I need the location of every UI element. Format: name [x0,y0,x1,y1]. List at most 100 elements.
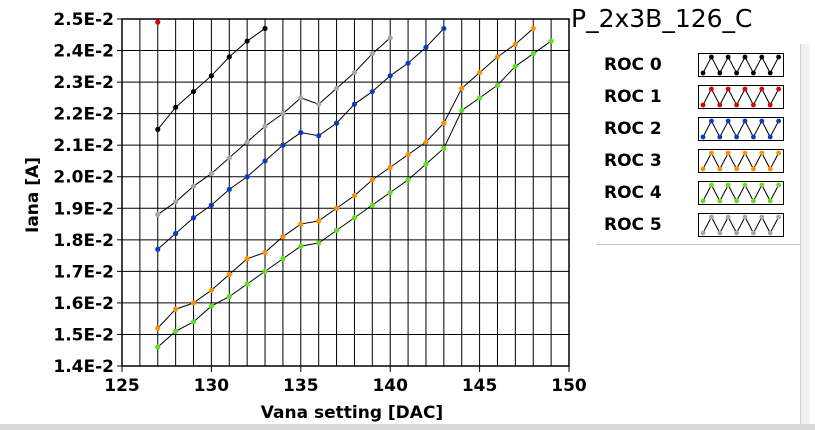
data-point [155,344,161,350]
data-point [173,199,179,205]
legend-marker [759,86,765,92]
x-tick-label: 135 [283,376,319,396]
legend-item: ROC 4 [596,178,808,206]
data-point [280,256,286,262]
data-point [280,234,286,240]
legend-marker [759,118,765,124]
legend-swatch-glyph [700,54,781,76]
legend-marker [734,134,739,140]
legend-swatch-glyph [700,150,781,172]
legend-marker [742,54,748,60]
data-point [369,202,375,208]
legend-marker [734,70,739,76]
data-point [208,287,214,293]
data-point [441,25,447,32]
data-point [441,145,447,151]
data-point [262,268,268,274]
legend-marker [767,230,773,236]
legend-marker [759,182,765,188]
legend-marker [700,102,706,108]
data-point [351,193,358,199]
data-point [190,183,197,189]
legend-marker [742,150,748,156]
data-point [155,325,161,331]
legend-swatch-glyph [700,86,781,108]
y-tick-label: 2.1E-2 [53,136,114,156]
data-point [262,25,268,32]
data-point [494,82,501,88]
legend-marker [709,214,714,220]
data-point [298,221,304,227]
series-line [157,37,391,215]
data-point [387,73,393,79]
legend-marker [717,102,723,108]
legend-marker [717,166,723,172]
data-point [477,70,483,76]
y-tick-label: 1.8E-2 [53,231,114,251]
legend-marker [742,118,748,124]
data-point [494,54,501,60]
y-tick-label: 1.7E-2 [53,262,114,282]
legend-marker [709,150,714,156]
legend-marker [767,166,773,172]
data-point [173,328,179,334]
data-point [298,129,304,136]
data-point [387,189,393,196]
legend-item: ROC 5 [596,210,808,238]
data-point [190,300,197,306]
series-roc-2 [155,25,447,252]
data-point [208,202,214,208]
y-tick-label: 1.4E-2 [53,357,114,377]
legend-marker [709,86,714,92]
y-tick-label: 2.3E-2 [53,73,114,93]
data-point [190,88,197,95]
data-point [405,152,411,158]
data-point [333,205,340,211]
data-point [226,155,232,161]
legend-swatch [698,149,784,173]
legend-label: ROC 1 [604,87,662,107]
legend-marker [709,118,714,124]
series-roc-4 [155,38,554,350]
data-point [244,174,250,180]
data-point [155,211,161,218]
legend-marker [751,102,756,108]
legend-line [702,183,780,203]
data-point [530,25,536,32]
legend-marker [734,102,739,108]
data-point [423,44,429,50]
data-point [441,120,447,126]
data-point [351,215,358,221]
data-point [173,306,179,312]
data-point [244,38,250,44]
data-point [226,294,232,300]
series-roc-1 [155,19,161,25]
legend-label: ROC 2 [604,119,662,139]
data-point [298,243,304,249]
legend-marker [751,70,756,76]
y-tick-label: 1.5E-2 [53,325,114,345]
data-point [155,246,161,252]
bottom-scrollbar[interactable] [0,424,815,430]
data-point [208,170,214,177]
data-point [316,240,322,246]
data-point [369,88,375,95]
legend-marker [767,70,773,76]
data-point [262,123,268,129]
legend-marker [759,54,765,60]
data-point [333,120,340,126]
y-tick-labels: 1.4E-2 1.5E-2 1.6E-2 1.7E-2 1.8E-2 1.9E-2 2.0E… [53,10,114,377]
legend-marker [734,230,739,236]
y-tick-label: 2.4E-2 [53,42,114,62]
series-roc-5 [155,35,393,218]
series-line [157,28,534,329]
legend-marker [725,86,731,92]
x-axis-label: Vana setting [DAC] [261,403,443,423]
legend-marker [734,166,739,172]
data-point [405,60,411,66]
vertical-scrollbar[interactable] [800,44,809,424]
legend-label: ROC 0 [604,55,662,75]
legend-marker [742,86,748,92]
data-point [190,319,197,325]
data-point [459,107,465,114]
